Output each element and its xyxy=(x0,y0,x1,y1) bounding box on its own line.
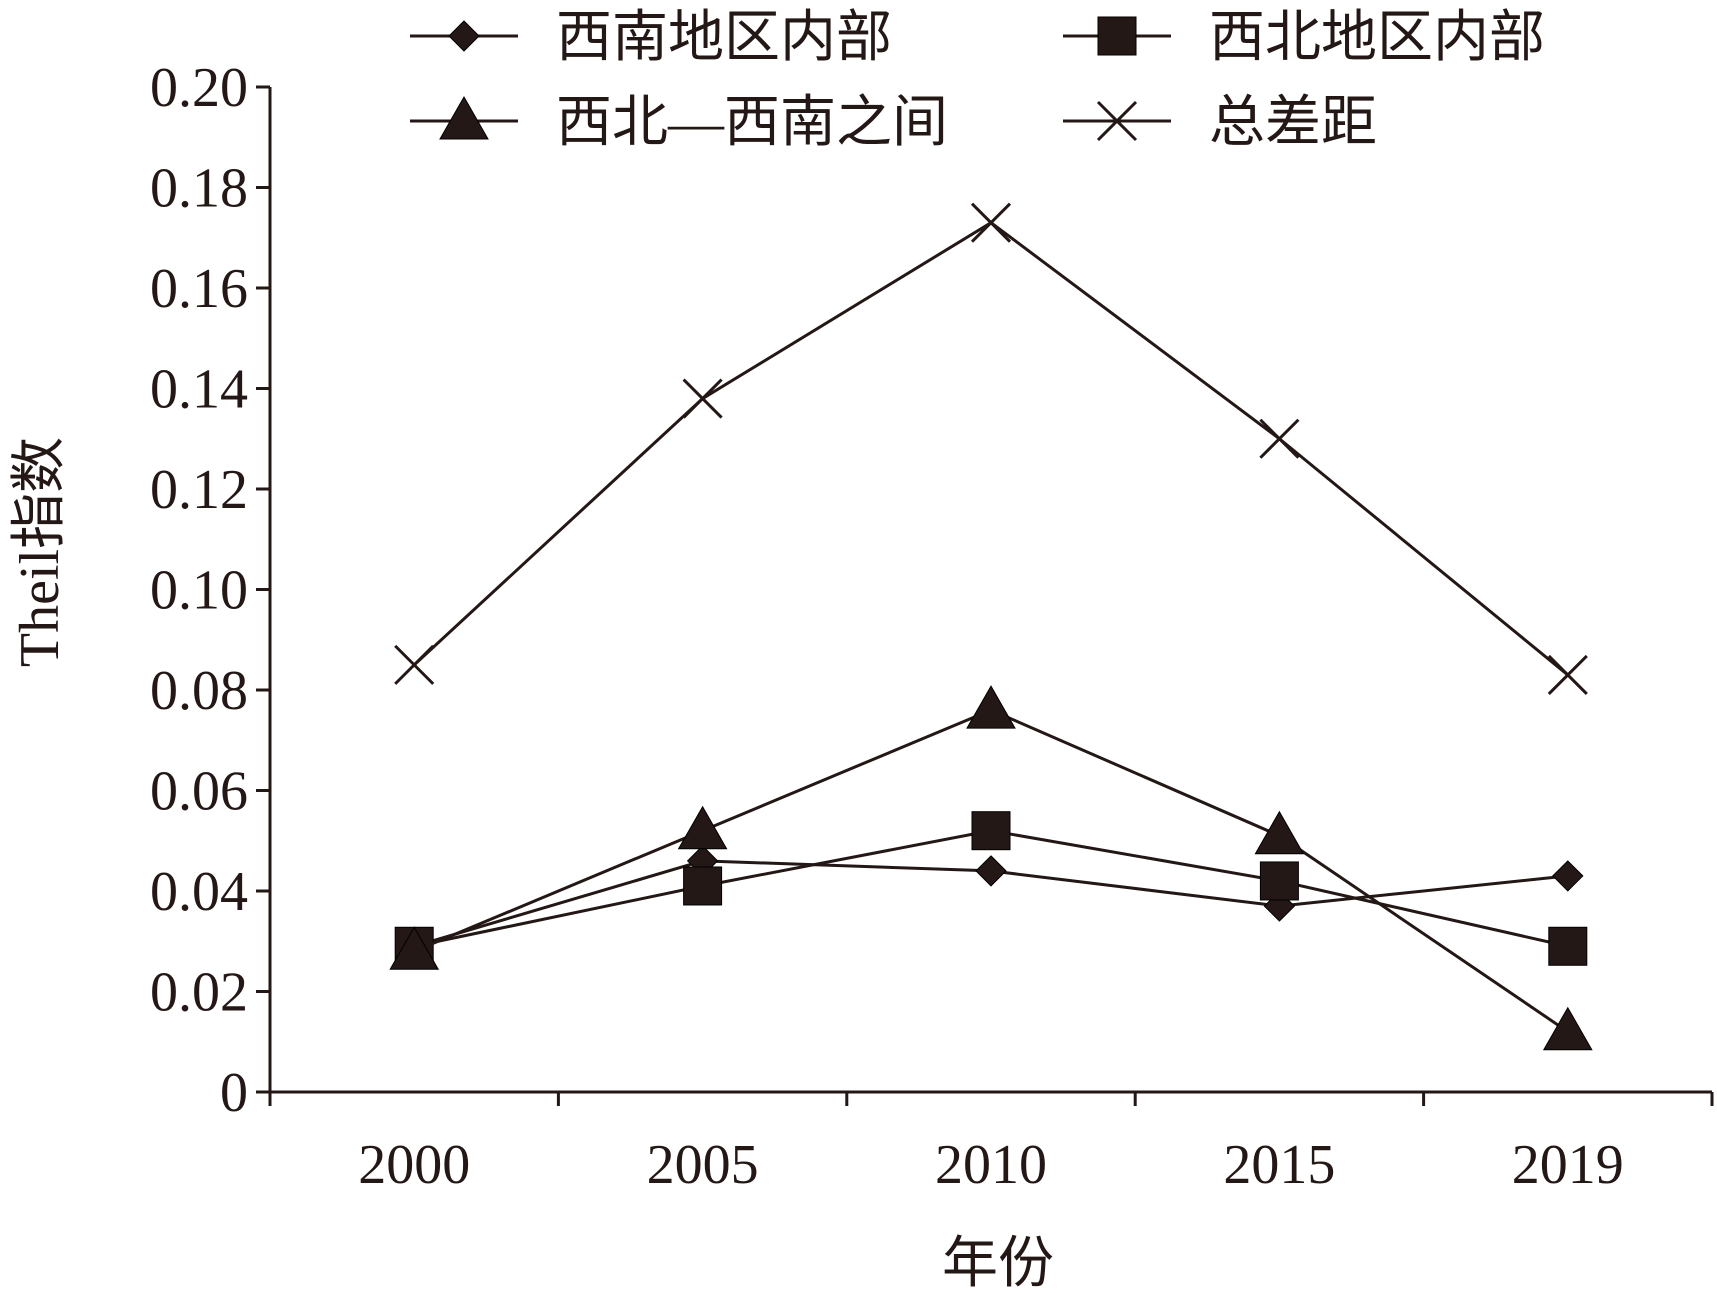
legend-label: 西北—西南之间 xyxy=(556,92,948,154)
x-marker-stroke xyxy=(1096,100,1138,142)
legend-item: 总差距 xyxy=(1063,92,1377,154)
legend-item: 西北地区内部 xyxy=(1063,7,1545,69)
y-tick-label: 0.10 xyxy=(150,560,248,622)
data-point xyxy=(683,866,723,906)
x-ticks: 2000 2005 2010 2015 2019 xyxy=(268,1092,1714,1196)
y-axis-title: Theil指数 xyxy=(9,437,71,667)
y-tick-label: 0.20 xyxy=(150,57,248,119)
y-tick-label: 0.12 xyxy=(150,459,248,521)
x-marker-stroke xyxy=(394,644,435,685)
legend-item: 西北—西南之间 xyxy=(410,92,948,154)
y-tick-label: 0.08 xyxy=(150,660,248,722)
y-tick-label: 0.02 xyxy=(150,962,248,1024)
y-tick-label: 0 xyxy=(220,1062,248,1124)
y-tick-label: 0.14 xyxy=(150,359,248,421)
y-ticks: 0 0.02 0.04 0.06 0.08 0.10 0.12 0.14 0.16 0.18 0.2… xyxy=(150,57,270,1124)
legend-label: 西南地区内部 xyxy=(556,7,892,69)
data-point xyxy=(1552,860,1584,892)
x-marker-stroke xyxy=(682,378,723,419)
series-square xyxy=(394,811,1588,966)
x-tick-label: 2000 xyxy=(358,1134,470,1196)
data-point xyxy=(389,926,440,970)
legend-marker xyxy=(448,20,480,52)
data-point xyxy=(677,805,728,850)
y-tick-label: 0.18 xyxy=(150,158,248,220)
axes xyxy=(268,87,1712,1094)
x-tick-label: 2019 xyxy=(1512,1134,1624,1196)
data-point xyxy=(1542,1006,1593,1051)
x-tick-label: 2005 xyxy=(647,1134,759,1196)
x-tick-label: 2015 xyxy=(1223,1134,1335,1196)
data-point xyxy=(1254,810,1305,855)
legend-marker xyxy=(1097,16,1137,56)
data-point xyxy=(394,644,435,685)
data-point xyxy=(1547,654,1588,695)
data-point xyxy=(1259,418,1300,459)
legend-marker xyxy=(1096,100,1138,142)
series-x xyxy=(394,202,1588,695)
x-axis-title: 年份 xyxy=(942,1233,1054,1293)
series-triangle xyxy=(389,685,1593,1051)
x-marker-stroke xyxy=(970,202,1012,243)
legend-label: 总差距 xyxy=(1209,92,1377,154)
y-tick-label: 0.04 xyxy=(150,861,248,923)
data-point xyxy=(975,855,1007,887)
data-point xyxy=(682,378,723,419)
y-tick-label: 0.16 xyxy=(150,258,248,320)
series-diamond xyxy=(398,845,1584,962)
data-point xyxy=(971,811,1011,851)
legend-label: 西北地区内部 xyxy=(1209,7,1545,69)
data-point xyxy=(966,685,1016,729)
data-point xyxy=(1548,926,1588,966)
y-tick-label: 0.06 xyxy=(150,761,248,823)
series-layer xyxy=(389,202,1593,1051)
x-tick-label: 2010 xyxy=(935,1134,1047,1196)
x-marker-stroke xyxy=(1547,654,1588,695)
legend-marker xyxy=(439,95,489,140)
x-marker-stroke xyxy=(1259,418,1300,459)
legend-item: 西南地区内部 xyxy=(410,7,892,69)
series-line xyxy=(413,220,1569,677)
data-point xyxy=(970,202,1012,243)
data-point xyxy=(1259,861,1299,901)
